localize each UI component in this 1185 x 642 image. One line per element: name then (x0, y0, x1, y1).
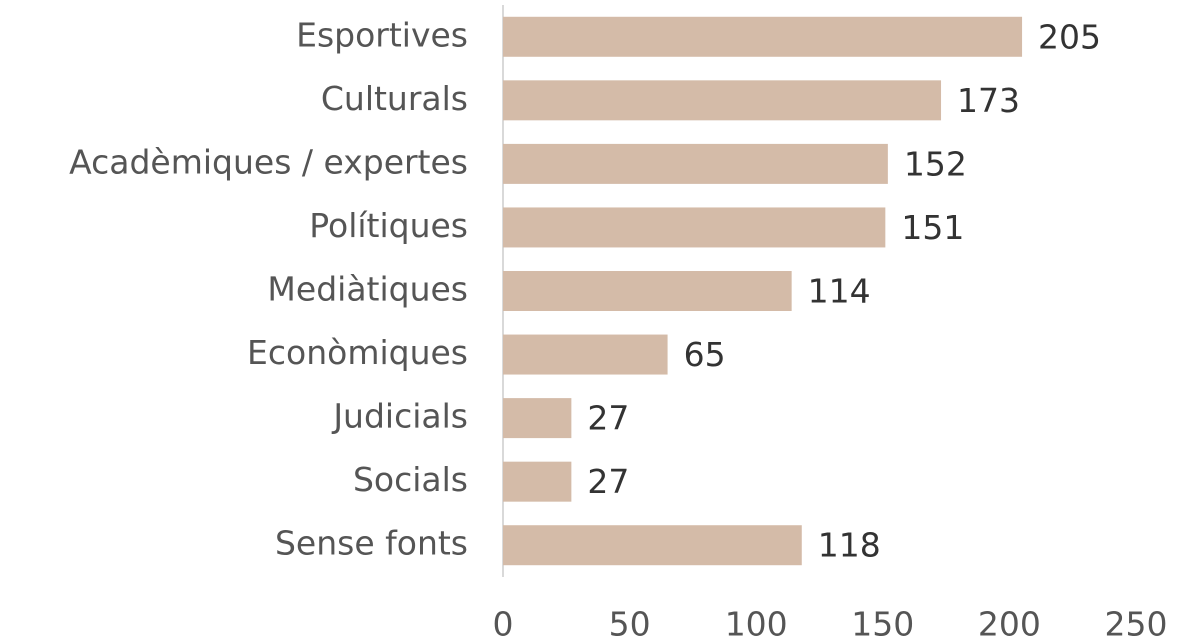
y-tick-label: Mediàtiques (267, 270, 468, 309)
value-label: 205 (1038, 17, 1101, 56)
y-tick-label: Econòmiques (247, 333, 468, 372)
y-tick-label: Culturals (321, 79, 468, 118)
bar (503, 334, 668, 375)
value-label: 118 (818, 526, 881, 565)
x-tick-label: 100 (725, 605, 788, 642)
bar (503, 16, 1023, 57)
bar (503, 525, 802, 566)
y-tick-label: Polítiques (309, 206, 468, 245)
bar (503, 271, 792, 311)
bar (503, 80, 942, 121)
x-tick-label: 250 (1105, 605, 1168, 642)
bar (503, 143, 888, 184)
bar (503, 461, 572, 502)
y-tick-label: Socials (353, 460, 468, 499)
y-tick-label: Judicials (331, 397, 468, 436)
value-label: 27 (587, 399, 629, 438)
bar (503, 398, 572, 439)
y-tick-label: Sense fonts (275, 524, 468, 563)
value-label: 65 (684, 335, 726, 374)
value-label: 27 (587, 462, 629, 501)
y-tick-label: Esportives (296, 15, 468, 54)
value-label: 151 (901, 208, 964, 247)
x-tick-label: 200 (978, 605, 1041, 642)
value-label: 152 (904, 144, 967, 183)
x-tick-label: 0 (493, 605, 514, 642)
bar (503, 207, 886, 248)
value-label: 114 (808, 272, 871, 311)
y-tick-label: Acadèmiques / expertes (69, 142, 468, 181)
x-tick-label: 50 (609, 605, 651, 642)
value-label: 173 (957, 81, 1020, 120)
x-tick-label: 150 (851, 605, 914, 642)
